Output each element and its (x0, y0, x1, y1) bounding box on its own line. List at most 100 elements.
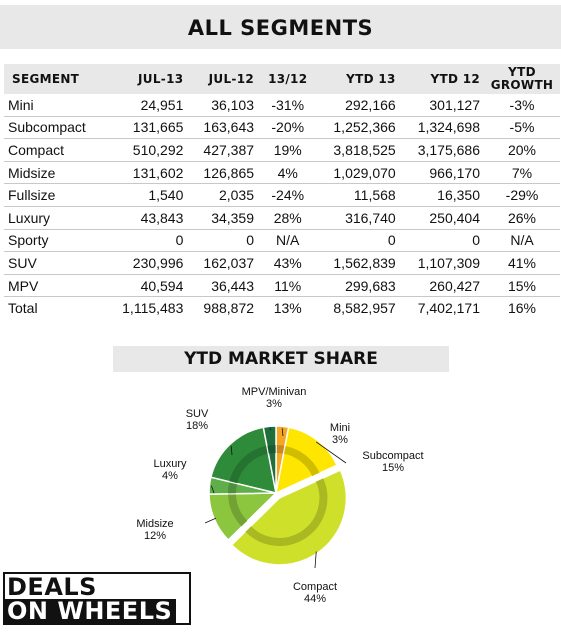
table-cell: 966,170 (401, 161, 486, 185)
table-cell: 11% (260, 274, 318, 298)
table-cell: 131,602 (106, 161, 190, 185)
table-cell: 301,127 (401, 94, 486, 117)
slice-pct: 3% (332, 434, 348, 446)
leader-line (204, 517, 217, 524)
slice-label: Compact (293, 581, 337, 593)
slice-pct: 3% (266, 398, 282, 410)
table-cell: 131,665 (106, 116, 190, 140)
table-cell: 8,582,957 (333, 300, 396, 317)
table-cell: 126,865 (189, 161, 261, 185)
table-cell: Subcompact (4, 116, 107, 140)
slice-label: Mini (330, 422, 350, 434)
table-cell: 3,175,686 (401, 138, 486, 162)
logo-line-2: ON WHEELS (5, 599, 177, 623)
table-cell: 1,029,070 (317, 161, 402, 185)
table-cell: N/A (486, 229, 560, 253)
table-cell: 43% (260, 251, 318, 275)
table-cell: 0 (401, 229, 486, 253)
slice-label: Midsize (136, 518, 173, 530)
market-share-title: YTD MARKET SHARE (113, 346, 449, 372)
table-cell: Luxury (4, 206, 107, 230)
table-cell: -24% (260, 183, 318, 207)
table-cell: 7% (486, 161, 560, 185)
table-cell: N/A (260, 229, 318, 253)
table-row: MPV 40,594 36,443 11% 299,683 260,427 15% (4, 274, 560, 298)
table-cell: Mini (4, 94, 107, 117)
table-cell: 16,350 (401, 183, 486, 207)
table-cell: 7,402,171 (417, 300, 480, 317)
table-cell: 250,404 (401, 206, 486, 230)
table-cell: MPV (4, 274, 107, 298)
table-cell: Compact (4, 138, 107, 162)
table-cell: 2,035 (189, 183, 261, 207)
table-cell: Fullsize (4, 183, 107, 207)
table-cell: 1,115,483 (122, 300, 184, 317)
table-cell: 28% (260, 206, 318, 230)
table-cell: 0 (189, 229, 261, 253)
table-cell: 34,359 (189, 206, 261, 230)
table-cell: -5% (486, 116, 560, 140)
slice-pct: 12% (144, 530, 166, 542)
table-row: Luxury 43,843 34,359 28% 316,740 250,404 26% (4, 206, 560, 230)
table-cell: 36,103 (189, 94, 261, 117)
slice-pct: 44% (304, 593, 326, 605)
leader-line (281, 428, 284, 437)
header-jul13: JUL-13 (106, 64, 190, 94)
table-body: Mini 24,951 36,103 -31% 292,166 301,127 -3% Sub… (4, 94, 560, 319)
table-row: Total 1,115,483 988,872 13% 8,582,957 7,402,1… (4, 297, 560, 319)
pie-slice-shade (229, 445, 269, 484)
table-cell: 4% (260, 161, 318, 185)
pie-slice-shade (267, 445, 276, 454)
table-cell: -20% (260, 116, 318, 140)
pie-slice-shade (228, 482, 238, 494)
deals-on-wheels-logo: DEALS ON WHEELS (3, 572, 191, 625)
table-cell: 24,951 (106, 94, 190, 117)
table-cell: 510,292 (106, 138, 190, 162)
pie-slice-shade (276, 445, 285, 454)
slice-label: SUV (186, 408, 209, 420)
segments-table: SEGMENT JUL-13 JUL-12 13/12 YTD 13 YTD 1… (4, 64, 560, 319)
leader-line (211, 485, 215, 494)
leader-line (269, 428, 272, 431)
table-cell: 427,387 (189, 138, 261, 162)
table-cell: 1,252,366 (317, 116, 402, 140)
table-cell: 13% (273, 300, 302, 317)
table-cell: 316,740 (317, 206, 402, 230)
table-cell: SUV (4, 251, 107, 275)
header-jul12: JUL-12 (189, 64, 261, 94)
table-row: Mini 24,951 36,103 -31% 292,166 301,127 -3% (4, 94, 560, 117)
pie-slice-shade (245, 478, 328, 546)
pie-slice-shade (283, 445, 320, 477)
slice-label: Luxury (153, 458, 187, 470)
table-cell: 15% (486, 274, 560, 298)
table-cell: 16% (507, 300, 537, 317)
table-cell: Total (8, 300, 38, 317)
header-ytd-growth: YTD GROWTH (486, 64, 560, 94)
table-cell: 292,166 (317, 94, 402, 117)
header-segment: SEGMENT (4, 64, 107, 94)
table-cell: 36,443 (189, 274, 261, 298)
leader-line (230, 445, 233, 456)
table-cell: 20% (486, 138, 560, 162)
header-ratio: 13/12 (260, 64, 318, 94)
slice-pct: 18% (186, 420, 208, 432)
table-cell: 163,643 (189, 116, 261, 140)
leader-line (314, 551, 317, 569)
slice-pct: 15% (382, 462, 404, 474)
table-cell: 299,683 (317, 274, 402, 298)
table-cell: Midsize (4, 161, 107, 185)
table-cell: 1,540 (106, 183, 190, 207)
table-cell: 26% (486, 206, 560, 230)
table-cell: 3,818,525 (317, 138, 402, 162)
logo-line-1: DEALS (7, 573, 97, 601)
table-row: SUV 230,996 162,037 43% 1,562,839 1,107,309 41… (4, 251, 560, 275)
leader-line (315, 441, 347, 464)
pie-slice-mpv-minivan (262, 425, 277, 494)
table-row: Compact 510,292 427,387 19% 3,818,525 3,175,6… (4, 138, 560, 162)
table-cell: -29% (486, 183, 560, 207)
table-cell: Sporty (4, 229, 107, 253)
table-cell: 1,562,839 (317, 251, 402, 275)
table-cell: 230,996 (106, 251, 190, 275)
slice-pct: 4% (162, 470, 178, 482)
header-ytd12: YTD 12 (401, 64, 486, 94)
